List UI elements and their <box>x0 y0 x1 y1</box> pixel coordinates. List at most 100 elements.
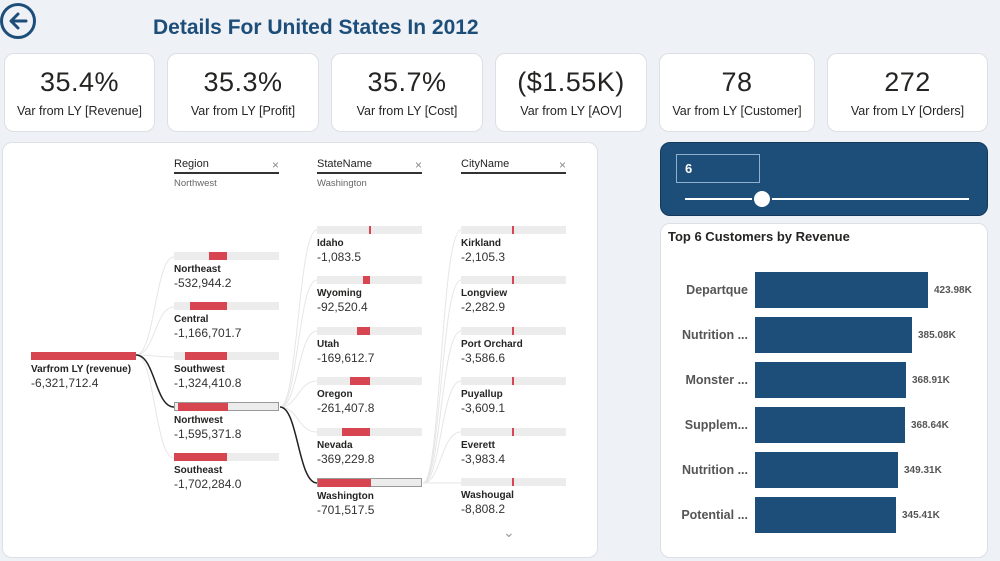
tree-node-region-selected[interactable]: Northwest -1,595,371.8 <box>174 402 279 441</box>
header-selection: Northwest <box>174 178 217 189</box>
tree-node-region[interactable]: Central -1,166,701.7 <box>174 302 279 340</box>
node-value: -3,983.4 <box>461 452 506 466</box>
node-bar <box>317 276 422 284</box>
tree-node-region[interactable]: Southeast -1,702,284.0 <box>174 453 279 491</box>
customer-value-label: 345.41K <box>902 510 940 521</box>
node-bar-fill <box>512 377 514 385</box>
node-name: Washougal <box>461 490 514 501</box>
kpi-value: 35.4% <box>39 67 120 97</box>
tree-node-city[interactable]: Washougal -8,808.2 <box>461 478 566 516</box>
node-bar-fill <box>342 428 370 436</box>
decomposition-tree-panel <box>2 142 598 558</box>
node-bar <box>174 453 279 461</box>
arrow-left-icon <box>9 12 28 30</box>
node-value: -1,702,284.0 <box>174 477 242 491</box>
header-region[interactable]: Region × <box>174 158 279 174</box>
tree-node-city[interactable]: Longview -2,282.9 <box>461 276 566 314</box>
node-name: Northwest <box>174 415 223 426</box>
tree-node-state[interactable]: Nevada -369,229.8 <box>317 428 422 466</box>
customer-bar[interactable] <box>755 407 905 443</box>
tree-node-root[interactable]: Varfrom LY (revenue) -6,321,712.4 <box>31 352 136 390</box>
node-name: Kirkland <box>461 238 502 249</box>
kpi-label: Var from LY [AOV] <box>520 104 622 118</box>
kpi-label: Var from LY [Customer] <box>672 104 802 118</box>
node-name: Port Orchard <box>461 339 523 350</box>
node-name: Wyoming <box>317 288 362 299</box>
slider-thumb[interactable] <box>751 189 772 209</box>
tree-node-state[interactable]: Wyoming -92,520.4 <box>317 276 422 314</box>
top-n-input[interactable]: 6 <box>676 154 760 183</box>
close-icon[interactable]: × <box>558 158 566 172</box>
node-bar-fill <box>174 453 227 461</box>
kpi-card-aov: ($1.55K) Var from LY [AOV] <box>495 53 647 132</box>
node-value: -369,229.8 <box>317 452 375 466</box>
node-bar-fill <box>512 327 514 335</box>
header-selection: Washington <box>317 178 367 189</box>
node-bar <box>461 276 566 284</box>
customer-value-label: 423.98K <box>934 285 972 296</box>
kpi-card-orders: 272 Var from LY [Orders] <box>827 53 988 132</box>
tree-node-state[interactable]: Idaho -1,083.5 <box>317 226 422 264</box>
node-name: Central <box>174 314 209 325</box>
chevron-down-icon[interactable]: ⌄ <box>503 524 515 540</box>
kpi-value: 272 <box>884 67 931 97</box>
node-bar-fill <box>369 226 371 234</box>
customer-label: Nutrition ... <box>682 463 748 477</box>
close-icon[interactable]: × <box>271 158 279 172</box>
node-bar-fill <box>178 403 228 411</box>
customer-label: Departque <box>686 283 748 297</box>
close-icon[interactable]: × <box>414 158 422 172</box>
node-value: -6,321,712.4 <box>31 376 99 390</box>
node-value: -1,083.5 <box>317 250 362 264</box>
kpi-label: Var from LY [Cost] <box>356 104 458 118</box>
node-bar-fill <box>512 428 514 436</box>
node-value: -1,324,410.8 <box>174 376 242 390</box>
node-bar <box>174 252 279 260</box>
tree-node-state[interactable]: Oregon -261,407.8 <box>317 377 422 415</box>
customer-value-label: 385.08K <box>918 330 956 341</box>
customer-bar[interactable] <box>755 317 912 353</box>
node-bar <box>317 478 422 487</box>
kpi-label: Var from LY [Orders] <box>850 104 965 118</box>
customer-label: Potential ... <box>681 508 748 522</box>
slider-track[interactable] <box>685 198 969 200</box>
node-bar-fill <box>318 479 371 487</box>
customer-bar[interactable] <box>755 497 896 533</box>
node-name: Nevada <box>317 440 353 451</box>
tree-node-state[interactable]: Utah -169,612.7 <box>317 327 422 365</box>
node-bar-fill <box>363 276 370 284</box>
node-value: -8,808.2 <box>461 502 506 516</box>
tree-node-city[interactable]: Kirkland -2,105.3 <box>461 226 566 264</box>
node-value: -1,166,701.7 <box>174 326 242 340</box>
kpi-value: 35.3% <box>203 67 283 97</box>
node-bar <box>461 428 566 436</box>
node-name: Southeast <box>174 465 223 476</box>
header-cityname[interactable]: CityName × <box>461 158 566 174</box>
customer-bar[interactable] <box>755 452 898 488</box>
customer-bar[interactable] <box>755 362 906 398</box>
back-button[interactable] <box>0 3 36 39</box>
node-value: -92,520.4 <box>317 300 368 314</box>
node-bar <box>174 302 279 310</box>
node-bar <box>31 352 136 360</box>
node-name: Longview <box>461 288 508 299</box>
customer-value-label: 349.31K <box>904 465 942 476</box>
node-bar <box>461 377 566 385</box>
tree-node-state-selected[interactable]: Washington -701,517.5 <box>317 478 422 517</box>
header-label: Region <box>174 158 209 170</box>
tree-node-city[interactable]: Port Orchard -3,586.6 <box>461 327 566 365</box>
tree-node-city[interactable]: Puyallup -3,609.1 <box>461 377 566 415</box>
node-bar-fill <box>512 478 514 486</box>
node-name: Everett <box>461 440 495 451</box>
kpi-value: ($1.55K) <box>517 67 625 97</box>
header-statename[interactable]: StateName × <box>317 158 422 174</box>
node-bar <box>317 327 422 335</box>
page-title: Details For United States In 2012 <box>153 16 479 39</box>
node-value: -261,407.8 <box>317 401 375 415</box>
tree-node-region[interactable]: Northeast -532,944.2 <box>174 252 279 290</box>
node-bar <box>461 226 566 234</box>
node-bar-fill <box>357 327 370 335</box>
customer-bar[interactable] <box>755 272 928 308</box>
tree-node-region[interactable]: Southwest -1,324,410.8 <box>174 352 279 390</box>
tree-node-city[interactable]: Everett -3,983.4 <box>461 428 566 466</box>
